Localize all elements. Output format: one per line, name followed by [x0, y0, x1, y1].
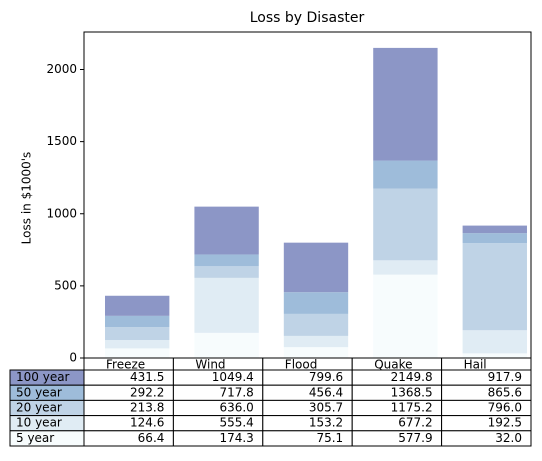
table-cell-text: 153.2: [309, 416, 343, 430]
bar-segment: [194, 277, 259, 333]
bar-segment: [373, 160, 438, 189]
bar-segment: [105, 340, 170, 349]
bar-segment: [283, 335, 349, 348]
table-cell-text: 66.4: [138, 431, 165, 445]
y-tick-label: 1000: [46, 206, 77, 220]
table-cell-text: 865.6: [488, 385, 522, 399]
bar-segment: [105, 295, 170, 316]
bar-segment: [194, 254, 259, 267]
table-cell-text: 124.6: [130, 416, 164, 430]
legend-label: 50 year: [16, 385, 62, 399]
y-tick-label: 0: [69, 351, 77, 365]
legend-label: 20 year: [16, 401, 62, 415]
y-tick-label: 1500: [46, 134, 77, 148]
bar-segment: [462, 353, 527, 358]
table-cell-text: 32.0: [495, 431, 522, 445]
table-cell-text: 717.8: [219, 385, 253, 399]
y-tick-label: 500: [54, 278, 77, 292]
y-tick-label: 2000: [46, 62, 77, 76]
legend-label: 100 year: [16, 370, 70, 384]
table-cell-text: 456.4: [309, 385, 343, 399]
bar-segment: [283, 242, 349, 293]
table-cell-text: 1368.5: [391, 385, 433, 399]
table-cell-text: 292.2: [130, 385, 164, 399]
table-cell: [441, 430, 532, 447]
bar-segment: [105, 327, 170, 341]
table-cell-text: 2149.8: [391, 370, 433, 384]
x-tick-label: Freeze: [106, 358, 145, 372]
table-cell-text: 174.3: [219, 431, 253, 445]
table-cell-text: 555.4: [219, 416, 253, 430]
table-cell-text: 577.9: [398, 431, 432, 445]
table-cell-text: 75.1: [316, 431, 343, 445]
table-cell-text: 213.8: [130, 401, 164, 415]
table-cell-text: 431.5: [130, 370, 164, 384]
table-cell-text: 305.7: [309, 401, 343, 415]
chart-title: Loss by Disaster: [250, 10, 365, 26]
bar-segment: [283, 313, 349, 336]
table-cell-text: 1175.2: [391, 401, 433, 415]
legend-label: 10 year: [16, 416, 62, 430]
bar-segment: [105, 348, 170, 358]
bar-segment: [373, 47, 438, 161]
bar-segment: [194, 266, 259, 278]
x-tick-label: Hail: [464, 358, 487, 372]
table-cell-text: 636.0: [219, 401, 253, 415]
table-cell-text: 1049.4: [212, 370, 254, 384]
table-cell-text: 917.9: [488, 370, 522, 384]
bar-segment: [373, 274, 438, 358]
bar-segment: [194, 206, 259, 255]
bar-segment: [373, 188, 438, 261]
x-tick-label: Wind: [195, 358, 225, 372]
bar-segment: [283, 347, 349, 358]
bar-segment: [194, 332, 259, 358]
bar-segment: [462, 243, 527, 331]
table-cell-text: 796.0: [488, 401, 522, 415]
table-cell-text: 677.2: [398, 416, 432, 430]
bar-segment: [462, 225, 527, 234]
table-cell-text: 192.5: [488, 416, 522, 430]
bar-segment: [283, 292, 349, 314]
x-tick-label: Flood: [285, 358, 318, 372]
bar-segment: [462, 233, 527, 244]
bar-segment: [462, 330, 527, 354]
y-axis-label: Loss in $1000's: [20, 152, 34, 245]
x-tick-label: Quake: [374, 358, 412, 372]
table-cell-text: 799.6: [309, 370, 343, 384]
bar-segment: [373, 260, 438, 275]
legend-label: 5 year: [16, 431, 54, 445]
bar-segment: [105, 315, 170, 328]
